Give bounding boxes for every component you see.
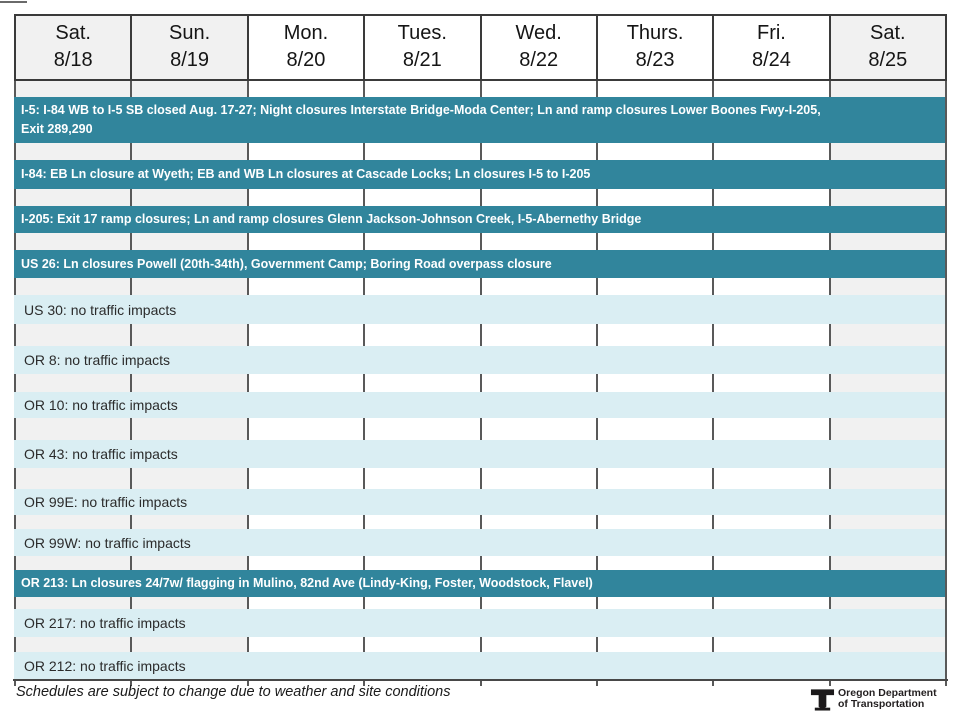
day-date: 8/22: [519, 49, 559, 71]
schedule-bar-i-5: I-5: I-84 WB to I-5 SB closed Aug. 17-27…: [14, 97, 945, 143]
day-header-cell-8/23: Thurs. 8/23: [598, 16, 715, 79]
grid-line: [247, 81, 249, 680]
bottom-tick: [945, 681, 947, 686]
bottom-tick: [247, 681, 249, 686]
day-label: Thurs.: [626, 22, 684, 44]
day-header-row: Sat. 8/18 Sun. 8/19 Mon. 8/20 Tues. 8/21 Wed. 8/2…: [14, 14, 947, 81]
schedule-bar-or-212: OR 212: no traffic impacts: [14, 652, 945, 680]
bar-text-line: OR 8: no traffic impacts: [24, 352, 171, 368]
odot-logo-icon: [810, 686, 838, 712]
day-date: 8/20: [286, 49, 326, 71]
day-header-cell-8/25: Sat. 8/25: [830, 16, 945, 79]
day-label: Fri.: [756, 22, 786, 44]
bottom-tick: [829, 681, 831, 686]
day-header-cell-8/24: Fri. 8/24: [714, 16, 831, 79]
day-date: 8/25: [868, 49, 908, 71]
schedule-bar-us-30: US 30: no traffic impacts: [14, 295, 945, 324]
day-label: Sun.: [168, 22, 211, 44]
day-date: 8/21: [402, 49, 442, 71]
bottom-tick: [363, 681, 365, 686]
bottom-tick: [712, 681, 714, 686]
bar-text-line: OR 10: no traffic impacts: [24, 397, 178, 413]
odot-logo-line2: of Transportation: [838, 698, 925, 710]
day-header-cell-8/19: Sun. 8/19: [132, 16, 249, 79]
day-header-cell-8/22: Wed. 8/22: [482, 16, 598, 79]
day-header-cell-8/20: Mon. 8/20: [249, 16, 366, 79]
schedule-bar-or-43: OR 43: no traffic impacts: [14, 440, 945, 468]
schedule-bar-or-8: OR 8: no traffic impacts: [14, 346, 945, 374]
grid-line: [712, 81, 714, 680]
schedule-bar-i-205: I-205: Exit 17 ramp closures; Ln and ram…: [14, 206, 945, 233]
bar-text-line: US 30: no traffic impacts: [24, 301, 177, 318]
day-header-cell-8/18: Sat. 8/18: [16, 16, 133, 79]
day-label: Sat.: [55, 22, 91, 44]
bar-text-line: Exit 289,290: [21, 122, 93, 136]
bar-text-line: I-84: EB Ln closure at Wyeth; EB and WB …: [21, 167, 591, 181]
grid-line: [480, 81, 482, 680]
day-date: 8/24: [751, 49, 791, 71]
schedule-bar-us-26: US 26: Ln closures Powell (20th-34th), G…: [14, 250, 945, 278]
day-label: Tues.: [397, 22, 447, 44]
grid-line: [945, 81, 947, 680]
frame-fragment-line: [0, 1, 27, 3]
bar-text-line: OR 99E: no traffic impacts: [24, 494, 188, 510]
bar-text-line: OR 99W: no traffic impacts: [24, 534, 191, 551]
bar-text-line: OR 43: no traffic impacts: [24, 446, 178, 462]
bar-text-line: OR 217: no traffic impacts: [24, 615, 186, 631]
bar-text-line: US 26: Ln closures Powell (20th-34th), G…: [21, 256, 552, 271]
day-header-cell-8/21: Tues. 8/21: [365, 16, 482, 79]
bottom-tick: [14, 681, 16, 686]
grid-line: [596, 81, 598, 680]
bar-text-line: I-205: Exit 17 ramp closures; Ln and ram…: [21, 212, 642, 226]
schedule-bar-or-213: OR 213: Ln closures 24/7w/ flagging in M…: [14, 570, 945, 597]
day-date: 8/19: [170, 49, 210, 71]
schedule-bar-or-99w: OR 99W: no traffic impacts: [14, 529, 945, 556]
odot-logo-line1: Oregon Department: [838, 686, 937, 699]
grid-line: [363, 81, 365, 680]
grid-line: [130, 81, 132, 680]
odot-logo-text: Oregon Department of Transportation: [838, 686, 937, 711]
bar-text-line: OR 213: Ln closures 24/7w/ flagging in M…: [21, 576, 593, 590]
day-date: 8/23: [635, 49, 675, 71]
grid-line: [829, 81, 831, 680]
bar-text-line: I-5: I-84 WB to I-5 SB closed Aug. 17-27…: [21, 103, 821, 117]
bottom-tick: [596, 681, 598, 686]
chart-bottom-border: [13, 679, 948, 681]
odot-logo: Oregon Department of Transportation: [810, 686, 937, 712]
day-date: 8/18: [53, 49, 93, 71]
grid-line: [14, 81, 16, 680]
schedule-bar-or-99e: OR 99E: no traffic impacts: [14, 489, 945, 515]
schedule-bar-or-217: OR 217: no traffic impacts: [14, 609, 945, 637]
schedule-bar-i-84: I-84: EB Ln closure at Wyeth; EB and WB …: [14, 160, 945, 189]
day-label: Mon.: [283, 22, 329, 44]
disclaimer-note: Schedules are subject to change due to w…: [16, 684, 451, 700]
schedule-bar-or-10: OR 10: no traffic impacts: [14, 392, 945, 418]
day-label: Sat.: [870, 22, 906, 44]
bottom-tick: [480, 681, 482, 686]
bottom-tick: [130, 681, 132, 686]
bar-text-line: OR 212: no traffic impacts: [24, 658, 186, 674]
day-label: Wed.: [515, 22, 562, 44]
